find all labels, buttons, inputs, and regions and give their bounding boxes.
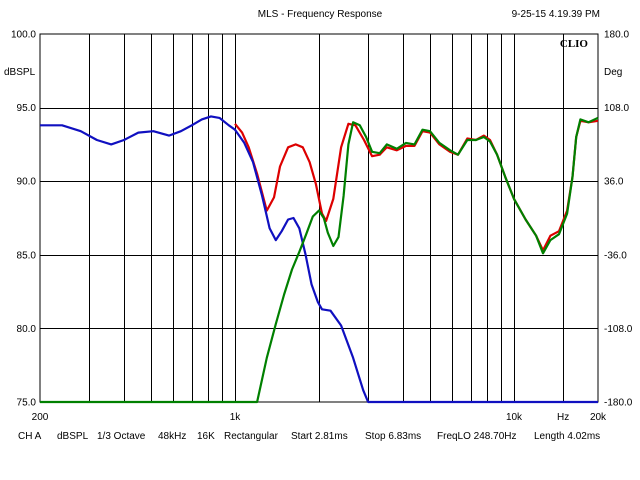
footer-stop: Stop 6.83ms (365, 431, 422, 442)
y-tick-label: 85.0 (17, 250, 37, 261)
footer-sample-rate: 48kHz (158, 431, 187, 442)
x-tick-label: 1k (230, 412, 242, 423)
footer-window: Rectangular (224, 431, 278, 442)
footer-smoothing: 1/3 Octave (97, 431, 146, 442)
footer-start: Start 2.81ms (291, 431, 348, 442)
y2-tick-label: -180.0 (604, 398, 633, 409)
chart-title: MLS - Frequency Response (258, 9, 383, 20)
y-axis-left-unit: dBSPL (4, 67, 36, 78)
footer-freq-lo: FreqLO 248.70Hz (437, 431, 517, 442)
footer-channel: CH A (18, 431, 42, 442)
timestamp: 9-25-15 4.19.39 PM (512, 9, 600, 20)
y-tick-label: 80.0 (17, 324, 37, 335)
x-axis-unit: Hz (557, 412, 569, 423)
y-tick-label: 75.0 (17, 398, 37, 409)
y2-tick-label: 180.0 (604, 30, 629, 41)
y2-tick-label: 36.0 (604, 177, 624, 188)
footer-unit: dBSPL (57, 431, 89, 442)
clio-brand-mark: CLIO (560, 38, 589, 50)
grid (40, 34, 598, 402)
footer-length: Length 4.02ms (534, 431, 601, 442)
y-axis-left-ticks: 100.0 95.0 90.0 85.0 80.0 75.0 (11, 30, 36, 409)
y-tick-label: 90.0 (17, 177, 37, 188)
y-axis-right-unit: Deg (604, 67, 622, 78)
series-line-2 (40, 115, 598, 404)
measurement-settings-bar: CH A dBSPL 1/3 Octave 48kHz 16K Rectangu… (0, 431, 640, 445)
series-line-1 (234, 119, 599, 252)
x-axis-ticks: 200 1k 10k 20k Hz (32, 412, 607, 423)
x-tick-label: 20k (590, 412, 607, 423)
curves (40, 115, 599, 404)
y-tick-label: 95.0 (17, 103, 37, 114)
y-axis-right-ticks: 180.0 108.0 36.0 -36.0 -108.0 -180.0 (604, 30, 633, 409)
y2-tick-label: -108.0 (604, 324, 633, 335)
x-tick-label: 10k (506, 412, 523, 423)
y-tick-label: 100.0 (11, 30, 36, 41)
footer-size: 16K (197, 431, 215, 442)
x-tick-label: 200 (32, 412, 49, 423)
y2-tick-label: -36.0 (604, 250, 627, 261)
y2-tick-label: 108.0 (604, 103, 629, 114)
series-line-3 (40, 116, 599, 404)
